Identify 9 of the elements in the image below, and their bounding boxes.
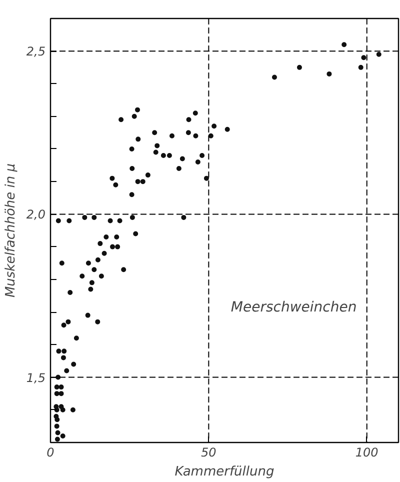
y-tick-label: 2,5 (26, 44, 46, 59)
y-axis-title: Muskelfachhöhe in μ (3, 163, 18, 298)
x-tick-label: 0 (46, 446, 55, 460)
x-axis-title: Kammerfüllung (174, 464, 274, 480)
y-tick-label: 1,5 (26, 370, 46, 385)
y-tick-label: 2,0 (26, 208, 46, 222)
x-tick-label: 100 (355, 446, 379, 460)
annotation: Meerschweinchen (230, 299, 357, 316)
x-tick-label: 50 (201, 446, 217, 460)
